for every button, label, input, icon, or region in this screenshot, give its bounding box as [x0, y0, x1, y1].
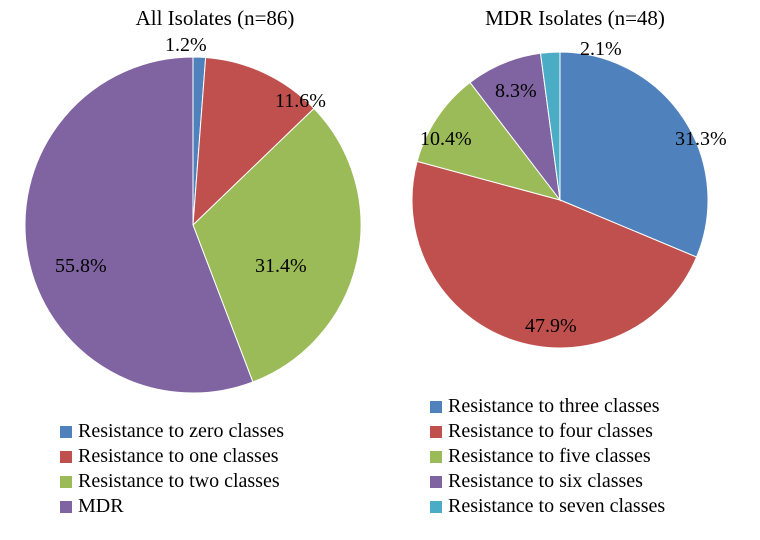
pct-label: 8.3% — [495, 80, 537, 103]
legend-label: Resistance to four classes — [448, 420, 653, 443]
figure-container: All Isolates (n=86) 1.2%11.6%31.4%55.8% … — [0, 0, 760, 540]
legend-swatch-icon — [60, 426, 72, 438]
legend-item: Resistance to five classes — [430, 445, 665, 468]
pct-label: 1.2% — [165, 34, 207, 57]
left-legend: Resistance to zero classesResistance to … — [60, 420, 284, 520]
left-chart-title: All Isolates (n=86) — [90, 6, 340, 31]
legend-label: Resistance to zero classes — [78, 420, 284, 443]
pct-label: 55.8% — [55, 255, 107, 278]
legend-label: MDR — [78, 495, 124, 518]
legend-label: Resistance to three classes — [448, 395, 660, 418]
right-legend: Resistance to three classesResistance to… — [430, 395, 665, 520]
legend-swatch-icon — [430, 401, 442, 413]
pct-label: 31.4% — [255, 255, 307, 278]
legend-item: Resistance to one classes — [60, 445, 284, 468]
legend-item: Resistance to four classes — [430, 420, 665, 443]
legend-label: Resistance to five classes — [448, 445, 651, 468]
pct-label: 31.3% — [675, 128, 727, 151]
legend-swatch-icon — [430, 426, 442, 438]
legend-label: Resistance to seven classes — [448, 495, 665, 518]
pct-label: 10.4% — [420, 128, 472, 151]
legend-swatch-icon — [430, 451, 442, 463]
legend-item: Resistance to three classes — [430, 395, 665, 418]
legend-item: MDR — [60, 495, 284, 518]
legend-label: Resistance to one classes — [78, 445, 279, 468]
legend-swatch-icon — [60, 451, 72, 463]
legend-swatch-icon — [430, 501, 442, 513]
pct-label: 11.6% — [275, 90, 326, 113]
legend-label: Resistance to six classes — [448, 470, 643, 493]
legend-item: Resistance to six classes — [430, 470, 665, 493]
right-pie-chart — [410, 50, 710, 350]
legend-item: Resistance to zero classes — [60, 420, 284, 443]
legend-swatch-icon — [60, 501, 72, 513]
legend-swatch-icon — [430, 476, 442, 488]
pct-label: 2.1% — [580, 38, 622, 61]
pct-label: 47.9% — [525, 315, 577, 338]
legend-item: Resistance to seven classes — [430, 495, 665, 518]
legend-label: Resistance to two classes — [78, 470, 280, 493]
legend-swatch-icon — [60, 476, 72, 488]
legend-item: Resistance to two classes — [60, 470, 284, 493]
right-chart-title: MDR Isolates (n=48) — [445, 6, 705, 31]
